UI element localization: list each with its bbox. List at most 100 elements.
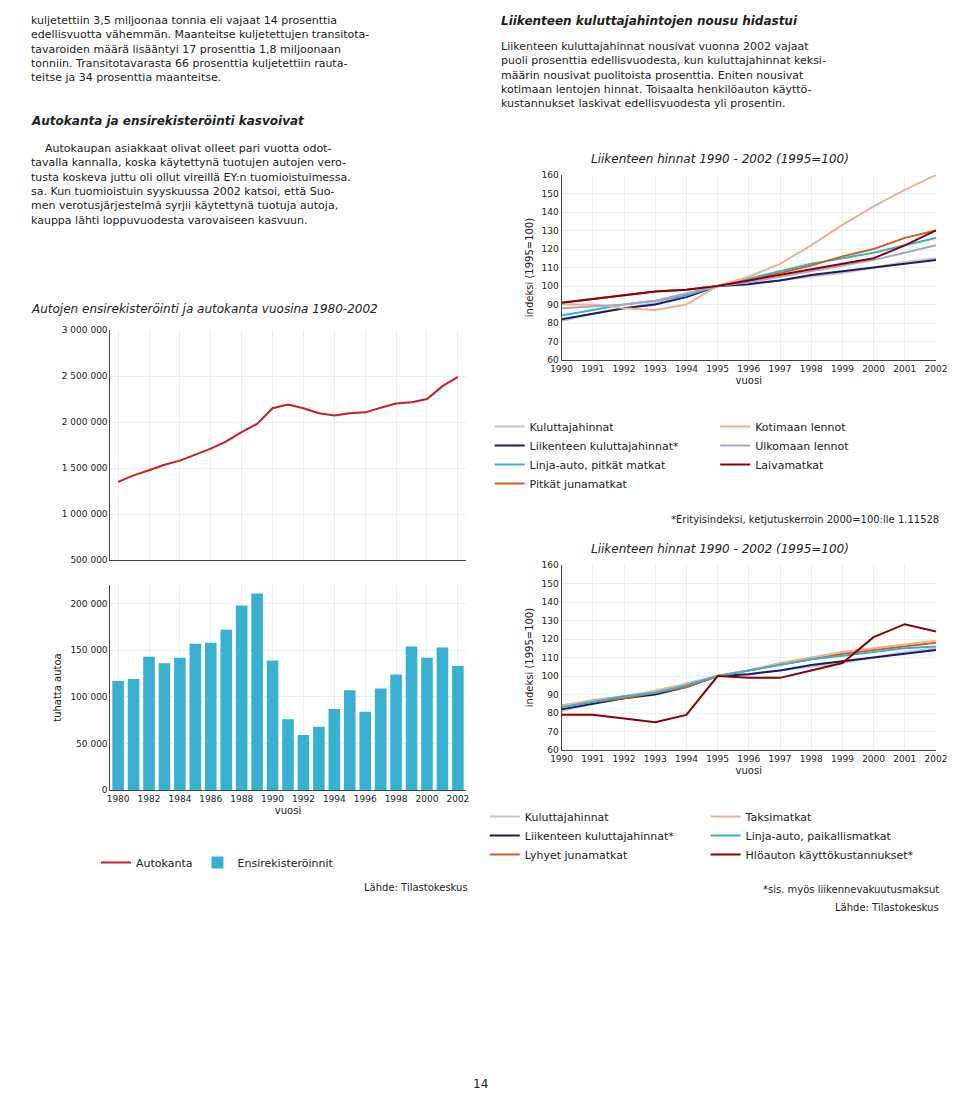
svg-text:80: 80 bbox=[547, 708, 559, 718]
svg-text:2002: 2002 bbox=[925, 754, 948, 764]
svg-text:Lähde: Tilastokeskus: Lähde: Tilastokeskus bbox=[835, 902, 939, 913]
svg-text:1980: 1980 bbox=[107, 794, 130, 804]
svg-text:60: 60 bbox=[547, 355, 559, 365]
svg-text:100 000: 100 000 bbox=[70, 692, 107, 702]
svg-text:1992: 1992 bbox=[613, 364, 636, 374]
svg-text:1993: 1993 bbox=[644, 364, 667, 374]
svg-text:1995: 1995 bbox=[706, 364, 729, 374]
svg-text:Liikenteen kuluttajahintojen n: Liikenteen kuluttajahintojen nousu hidas… bbox=[501, 14, 798, 28]
svg-text:Hlöauton käyttökustannukset*: Hlöauton käyttökustannukset* bbox=[746, 849, 914, 862]
svg-text:1993: 1993 bbox=[644, 754, 667, 764]
svg-text:70: 70 bbox=[547, 727, 559, 737]
svg-text:Liikenteen kuluttajahinnat*: Liikenteen kuluttajahinnat* bbox=[530, 440, 679, 453]
svg-text:1991: 1991 bbox=[581, 754, 604, 764]
svg-text:Liikenteen hinnat 1990 - 2002: Liikenteen hinnat 1990 - 2002 (1995=100) bbox=[591, 152, 849, 166]
svg-text:Linja-auto, paikallismatkat: Linja-auto, paikallismatkat bbox=[746, 830, 892, 843]
svg-text:2002: 2002 bbox=[446, 794, 469, 804]
svg-text:0: 0 bbox=[102, 785, 108, 795]
svg-text:90: 90 bbox=[547, 300, 559, 310]
svg-text:500 000: 500 000 bbox=[70, 555, 107, 565]
svg-text:Linja-auto, pitkät matkat: Linja-auto, pitkät matkat bbox=[530, 459, 666, 472]
svg-text:160: 160 bbox=[542, 170, 559, 180]
svg-text:150: 150 bbox=[542, 579, 559, 589]
svg-text:2000: 2000 bbox=[862, 754, 885, 764]
svg-text:2002: 2002 bbox=[925, 364, 948, 374]
svg-text:160: 160 bbox=[542, 560, 559, 570]
svg-text:Kuluttajahinnat: Kuluttajahinnat bbox=[525, 811, 610, 824]
svg-text:1996: 1996 bbox=[737, 364, 760, 374]
svg-text:110: 110 bbox=[542, 263, 559, 273]
svg-text:60: 60 bbox=[547, 745, 559, 755]
svg-text:1982: 1982 bbox=[138, 794, 161, 804]
svg-text:Laivamatkat: Laivamatkat bbox=[755, 459, 824, 472]
svg-text:1998: 1998 bbox=[800, 364, 823, 374]
svg-text:Liikenteen kuluttajahinnat*: Liikenteen kuluttajahinnat* bbox=[525, 830, 674, 843]
svg-text:1992: 1992 bbox=[613, 754, 636, 764]
svg-text:2000: 2000 bbox=[862, 364, 885, 374]
svg-text:1986: 1986 bbox=[199, 794, 222, 804]
svg-text:1 500 000: 1 500 000 bbox=[62, 463, 108, 473]
svg-text:1 000 000: 1 000 000 bbox=[62, 509, 108, 519]
svg-text:2000: 2000 bbox=[416, 794, 439, 804]
svg-text:vuosi: vuosi bbox=[275, 805, 301, 816]
svg-text:150 000: 150 000 bbox=[70, 645, 107, 655]
svg-text:1994: 1994 bbox=[675, 754, 698, 764]
svg-text:Ulkomaan lennot: Ulkomaan lennot bbox=[755, 440, 849, 453]
svg-text:Autojen ensirekisteröinti ja a: Autojen ensirekisteröinti ja autokanta v… bbox=[31, 302, 378, 316]
svg-text:200 000: 200 000 bbox=[70, 599, 107, 609]
svg-text:Autokanta: Autokanta bbox=[136, 857, 192, 870]
svg-text:*Erityisindeksi, ketjutuskerro: *Erityisindeksi, ketjutuskerroin 2000=10… bbox=[671, 514, 939, 525]
svg-text:100: 100 bbox=[542, 281, 559, 291]
svg-text:130: 130 bbox=[542, 226, 559, 236]
svg-text:1991: 1991 bbox=[581, 364, 604, 374]
svg-text:1997: 1997 bbox=[769, 754, 792, 764]
svg-text:Taksimatkat: Taksimatkat bbox=[745, 811, 812, 824]
svg-text:Lähde: Tilastokeskus: Lähde: Tilastokeskus bbox=[364, 882, 468, 893]
svg-text:vuosi: vuosi bbox=[736, 375, 762, 386]
svg-text:2001: 2001 bbox=[893, 754, 916, 764]
svg-text:2001: 2001 bbox=[893, 364, 916, 374]
svg-text:1999: 1999 bbox=[831, 754, 854, 764]
svg-text:1992: 1992 bbox=[292, 794, 315, 804]
svg-text:1990: 1990 bbox=[550, 754, 573, 764]
svg-text:2 500 000: 2 500 000 bbox=[62, 371, 108, 381]
svg-text:tuhatta autoa: tuhatta autoa bbox=[52, 653, 63, 722]
svg-text:1999: 1999 bbox=[831, 364, 854, 374]
svg-text:kuljetettiin 3,5 miljoonaa ton: kuljetettiin 3,5 miljoonaa tonnia eli va… bbox=[31, 14, 369, 84]
svg-text:Pitkät junamatkat: Pitkät junamatkat bbox=[530, 478, 628, 491]
svg-text:Autokaupan asiakkaat olivat ol: Autokaupan asiakkaat olivat olleet pari … bbox=[31, 142, 351, 227]
svg-text:1997: 1997 bbox=[769, 364, 792, 374]
svg-text:1994: 1994 bbox=[675, 364, 698, 374]
svg-text:*sis. myös liikennevakuutusmak: *sis. myös liikennevakuutusmaksut bbox=[763, 884, 939, 895]
svg-text:120: 120 bbox=[542, 244, 559, 254]
svg-text:indeksi (1995=100): indeksi (1995=100) bbox=[524, 218, 535, 317]
svg-text:1998: 1998 bbox=[385, 794, 408, 804]
svg-text:indeksi (1995=100): indeksi (1995=100) bbox=[524, 608, 535, 707]
svg-text:1994: 1994 bbox=[323, 794, 346, 804]
svg-text:100: 100 bbox=[542, 671, 559, 681]
svg-text:1988: 1988 bbox=[230, 794, 253, 804]
svg-text:1998: 1998 bbox=[800, 754, 823, 764]
svg-text:140: 140 bbox=[542, 207, 559, 217]
svg-text:Liikenteen kuluttajahinnat nou: Liikenteen kuluttajahinnat nousivat vuon… bbox=[501, 40, 826, 110]
svg-text:80: 80 bbox=[547, 318, 559, 328]
svg-text:3 000 000: 3 000 000 bbox=[62, 325, 108, 335]
svg-text:1996: 1996 bbox=[737, 754, 760, 764]
svg-text:150: 150 bbox=[542, 189, 559, 199]
svg-text:2 000 000: 2 000 000 bbox=[62, 417, 108, 427]
svg-text:1990: 1990 bbox=[261, 794, 284, 804]
svg-text:140: 140 bbox=[542, 597, 559, 607]
svg-text:1996: 1996 bbox=[354, 794, 377, 804]
svg-text:Liikenteen hinnat 1990 - 2002: Liikenteen hinnat 1990 - 2002 (1995=100) bbox=[591, 542, 849, 556]
svg-text:90: 90 bbox=[547, 690, 559, 700]
svg-text:1995: 1995 bbox=[706, 754, 729, 764]
svg-text:Lyhyet junamatkat: Lyhyet junamatkat bbox=[525, 849, 628, 862]
svg-text:14: 14 bbox=[473, 1077, 488, 1091]
svg-text:Ensirekisteröinnit: Ensirekisteröinnit bbox=[237, 857, 333, 870]
svg-text:120: 120 bbox=[542, 634, 559, 644]
svg-text:110: 110 bbox=[542, 653, 559, 663]
svg-text:130: 130 bbox=[542, 616, 559, 626]
svg-text:70: 70 bbox=[547, 337, 559, 347]
svg-text:Kotimaan lennot: Kotimaan lennot bbox=[755, 421, 846, 434]
svg-text:1990: 1990 bbox=[550, 364, 573, 374]
